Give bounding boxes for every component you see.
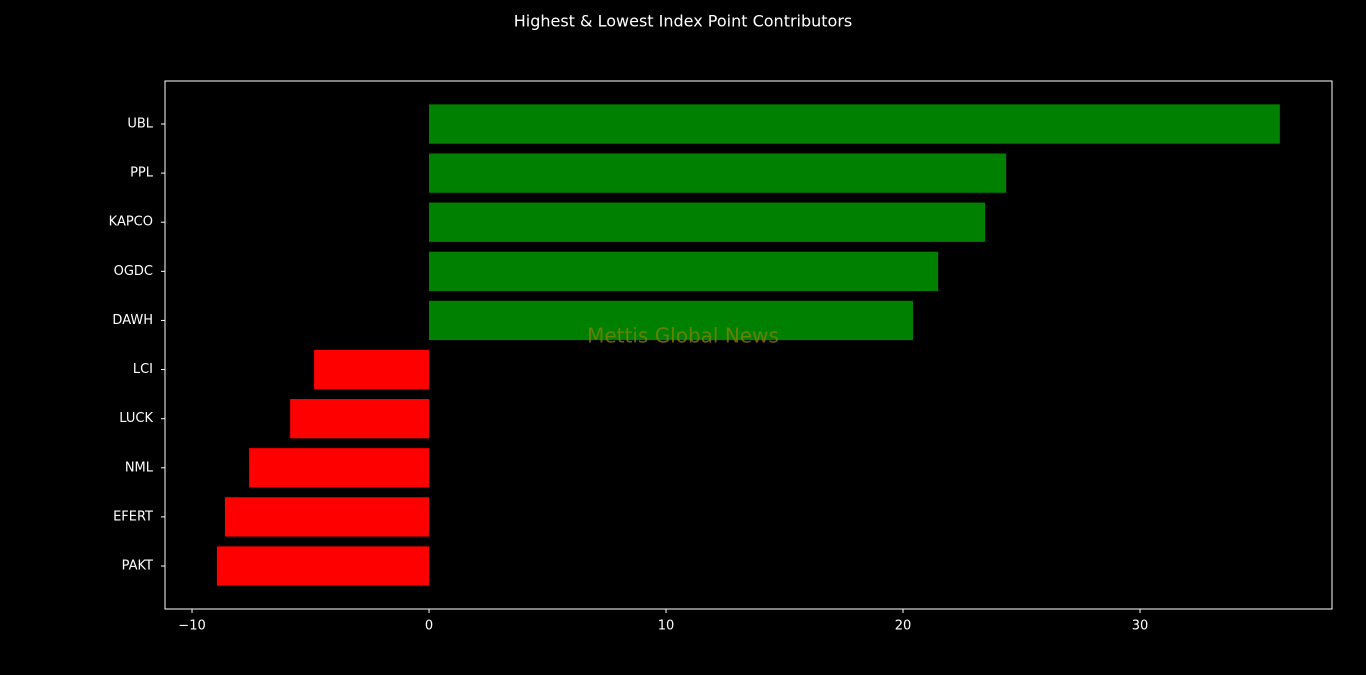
y-tick-label: EFERT — [113, 509, 153, 524]
bar — [429, 104, 1280, 144]
bar — [216, 546, 430, 586]
bar — [290, 399, 430, 439]
chart-title: Highest & Lowest Index Point Contributor… — [514, 12, 853, 31]
y-tick-label: NML — [125, 460, 154, 475]
bar — [249, 448, 430, 488]
y-tick-label: DAWH — [112, 313, 153, 328]
bar — [429, 300, 913, 341]
x-tick-label: −10 — [178, 619, 205, 634]
plot-frame — [164, 80, 1333, 610]
y-tick-label: PPL — [130, 166, 154, 181]
y-tick-label: OGDC — [114, 264, 153, 279]
bar — [314, 349, 430, 390]
bar — [429, 251, 939, 291]
x-tick-label: 0 — [425, 619, 433, 634]
watermark: Mettis Global News — [587, 324, 779, 348]
x-tick-label: 20 — [895, 619, 912, 634]
bar — [429, 153, 1007, 193]
bar — [429, 202, 986, 242]
y-tick-label: PAKT — [122, 559, 153, 574]
y-tick-label: LCI — [133, 362, 153, 377]
y-tick-label: LUCK — [119, 411, 153, 426]
y-tick-label: UBL — [127, 117, 153, 132]
bar — [224, 497, 430, 537]
y-tick-label: KAPCO — [109, 215, 153, 230]
x-tick-label: 10 — [658, 619, 675, 634]
x-tick-label: 30 — [1132, 619, 1149, 634]
